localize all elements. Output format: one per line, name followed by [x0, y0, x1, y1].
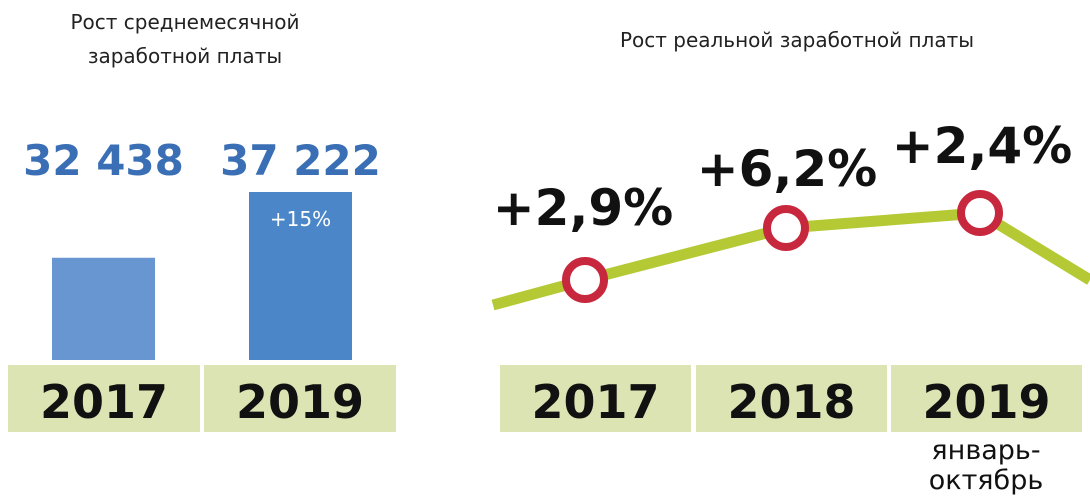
line-value-label: +2,9% — [493, 179, 674, 237]
bar-2019 — [249, 192, 352, 360]
category-label: 2017 — [531, 375, 659, 429]
category-band — [891, 365, 1082, 432]
bar-value-label: 32 438 — [23, 136, 184, 185]
category-label: 2019 — [922, 375, 1050, 429]
line-value-label: +6,2% — [697, 140, 878, 198]
bar-annotation-label: +15% — [270, 207, 331, 231]
category-label: 2019 — [236, 375, 364, 429]
bar-chart: Рост среднемесячной заработной платы — [70, 10, 299, 68]
category-sublabel: январь- — [931, 435, 1040, 466]
category-band — [696, 365, 887, 432]
bar-chart-title-line: Рост среднемесячной — [70, 10, 299, 34]
category-label: 2018 — [727, 375, 855, 429]
bar-chart-title-line: заработной платы — [88, 44, 282, 68]
category-band — [204, 365, 396, 432]
bar-2017 — [52, 257, 155, 360]
category-label: 2017 — [40, 375, 168, 429]
category-band — [500, 365, 691, 432]
category-band — [8, 365, 200, 432]
line-value-label: +2,4% — [892, 117, 1073, 175]
bar-value-label: 37 222 — [220, 136, 381, 185]
line-chart-title: Рост реальной заработной платы — [620, 28, 974, 52]
line-point-marker — [562, 257, 608, 303]
line-point-marker — [763, 205, 809, 251]
category-sublabel: октябрь — [929, 465, 1044, 496]
line-point-marker — [957, 190, 1003, 236]
